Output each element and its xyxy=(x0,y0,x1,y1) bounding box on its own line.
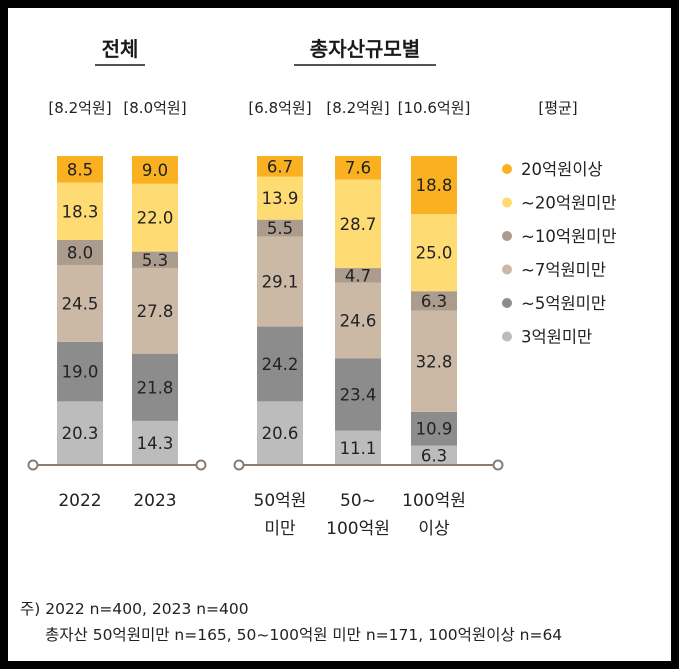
bar-segment-3-0 xyxy=(335,430,381,465)
data-label-1-3: 5.3 xyxy=(142,251,168,270)
bar-segment-0-0 xyxy=(57,401,103,465)
bar-segment-1-2 xyxy=(132,267,178,354)
category-label-4-0: 100억원 xyxy=(402,491,466,511)
legend-marker-2 xyxy=(502,231,512,241)
bar-segment-1-5 xyxy=(132,156,178,184)
category-label-2-0: 50억원 xyxy=(254,491,307,511)
bar-segment-4-5 xyxy=(411,156,457,215)
bar-segment-4-2 xyxy=(411,310,457,412)
data-label-2-3: 5.5 xyxy=(267,219,293,238)
data-label-4-1: 10.9 xyxy=(416,420,453,439)
data-label-3-3: 4.7 xyxy=(345,266,371,285)
note-sample-sizes-year: 주) 2022 n=400, 2023 n=400 xyxy=(20,600,249,618)
category-label-0-0: 2022 xyxy=(58,491,101,511)
bar-segment-1-4 xyxy=(132,183,178,252)
data-label-2-2: 29.1 xyxy=(262,273,299,292)
legend-marker-1 xyxy=(502,197,512,208)
category-label-3-0: 50~ xyxy=(340,491,376,511)
bar-segment-4-3 xyxy=(411,291,457,311)
bar-segment-2-5 xyxy=(257,156,303,177)
data-label-4-3: 6.3 xyxy=(421,292,447,311)
axis-end-right-0 xyxy=(195,459,207,471)
average-label-0: [8.2억원] xyxy=(48,99,111,117)
bar-segment-1-3 xyxy=(132,251,178,268)
data-label-1-5: 9.0 xyxy=(142,161,168,180)
legend-marker-4 xyxy=(502,298,512,308)
legend-marker-0 xyxy=(502,164,512,174)
data-label-3-4: 28.7 xyxy=(340,215,377,234)
category-label-1-0: 2023 xyxy=(133,491,176,511)
data-label-2-1: 24.2 xyxy=(262,355,299,374)
legend-label-4: ~5억원미만 xyxy=(521,294,606,313)
bar-segment-1-0 xyxy=(132,420,178,465)
data-label-4-5: 18.8 xyxy=(416,176,453,195)
axis-end-left-0 xyxy=(27,459,39,471)
bar-segment-0-4 xyxy=(57,182,103,240)
data-label-0-4: 18.3 xyxy=(62,202,99,221)
bar-segment-2-1 xyxy=(257,326,303,402)
axis-end-left-1 xyxy=(233,459,245,471)
bar-segment-0-5 xyxy=(57,156,103,183)
legend-label-2: ~10억원미만 xyxy=(521,227,617,246)
data-label-1-1: 21.8 xyxy=(137,378,174,397)
average-label-3: [8.2억원] xyxy=(326,99,389,117)
data-label-3-2: 24.6 xyxy=(340,312,377,331)
bar-segment-0-1 xyxy=(57,341,103,402)
bar-segment-3-1 xyxy=(335,358,381,431)
stacked-bar-chart: 전체 총자산규모별 [8.2억원] [8.0억원] [6.8억원] [8.2억원] [10.… xyxy=(27,37,617,539)
data-label-1-2: 27.8 xyxy=(137,302,174,321)
legend-marker-5 xyxy=(502,331,512,342)
data-label-4-4: 25.0 xyxy=(416,244,453,263)
chart-notes: 주) 2022 n=400, 2023 n=400 총자산 50억원미만 n=1… xyxy=(20,596,562,648)
bar-segment-3-4 xyxy=(335,179,381,269)
bar-segment-4-0 xyxy=(411,445,457,465)
data-label-0-2: 24.5 xyxy=(62,294,99,313)
bar-segment-2-4 xyxy=(257,176,303,220)
bar-segment-1-1 xyxy=(132,353,178,421)
category-label-2-1: 미만 xyxy=(264,519,296,539)
average-label-2: [6.8억원] xyxy=(248,99,311,117)
bar-segment-0-3 xyxy=(57,239,103,266)
bar-segment-3-2 xyxy=(335,282,381,359)
note-sample-sizes-asset: 총자산 50억원미만 n=165, 50~100억원 미만 n=171, 100… xyxy=(45,626,563,644)
data-label-2-4: 13.9 xyxy=(262,189,299,208)
data-label-4-0: 6.3 xyxy=(421,446,447,465)
bar-segment-2-3 xyxy=(257,219,303,237)
average-label-1: [8.0억원] xyxy=(123,99,186,117)
legend-label-0: 20억원이상 xyxy=(521,160,603,179)
data-label-3-5: 7.6 xyxy=(345,159,371,178)
bar-segment-0-2 xyxy=(57,265,103,342)
axis-end-right-1 xyxy=(492,459,504,471)
data-label-2-5: 6.7 xyxy=(267,157,293,176)
bar-segment-4-1 xyxy=(411,411,457,446)
bar-segment-3-5 xyxy=(335,156,381,180)
bar-segment-3-3 xyxy=(335,268,381,283)
average-legend-label: [평균] xyxy=(538,99,577,117)
chart-frame: 전체 총자산규모별 [8.2억원] [8.0억원] [6.8억원] [8.2억원] [10.… xyxy=(8,8,671,661)
data-label-2-0: 20.6 xyxy=(262,424,299,443)
data-label-3-1: 23.4 xyxy=(340,386,377,405)
data-label-4-2: 32.8 xyxy=(416,352,453,371)
legend-marker-3 xyxy=(502,264,512,275)
category-label-4-1: 이상 xyxy=(418,519,450,539)
data-label-0-3: 8.0 xyxy=(67,244,93,263)
data-label-0-5: 8.5 xyxy=(67,160,93,179)
data-label-1-0: 14.3 xyxy=(137,434,174,453)
legend-label-3: ~7억원미만 xyxy=(521,261,606,280)
data-label-0-1: 19.0 xyxy=(62,363,99,382)
average-label-4: [10.6억원] xyxy=(398,99,471,117)
group-title-0: 전체 xyxy=(102,37,139,61)
legend-label-1: ~20억원미만 xyxy=(521,194,617,213)
group-title-1: 총자산규모별 xyxy=(310,37,420,61)
data-label-0-0: 20.3 xyxy=(62,424,99,443)
bar-segment-4-4 xyxy=(411,214,457,292)
category-label-3-1: 100억원 xyxy=(326,519,390,539)
bar-segment-2-2 xyxy=(257,236,303,327)
data-label-3-0: 11.1 xyxy=(340,439,377,458)
data-label-1-4: 22.0 xyxy=(137,209,174,228)
bar-segment-2-0 xyxy=(257,401,303,465)
legend-label-5: 3억원미만 xyxy=(521,328,592,347)
